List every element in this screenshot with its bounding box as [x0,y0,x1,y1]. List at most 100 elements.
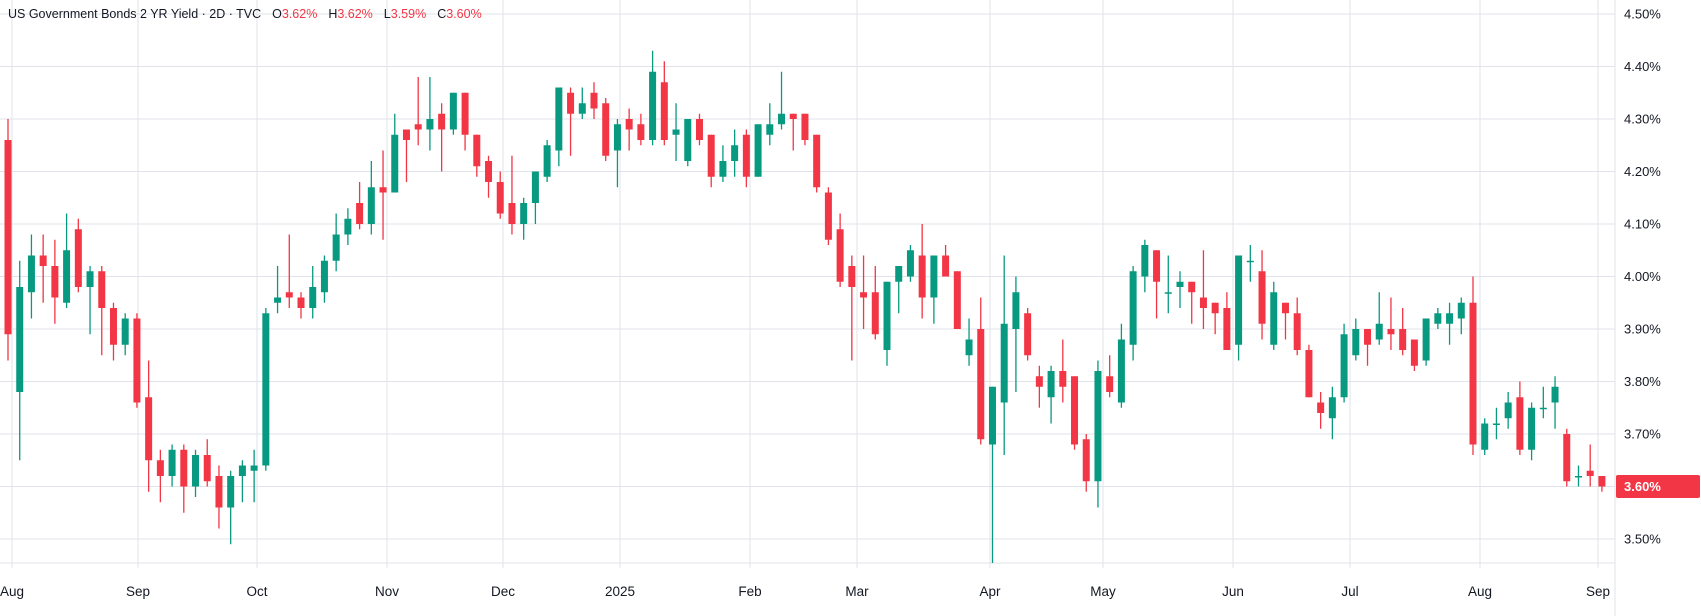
candle-body [1434,313,1442,324]
candle [883,281,891,366]
candle [1176,271,1184,308]
month-label: Nov [375,584,399,599]
candle [942,245,950,277]
candle [1586,444,1594,487]
candle-body [625,119,633,130]
month-label: Feb [738,584,761,599]
candle-body [1293,313,1301,350]
ohlc-high-label: H [328,7,338,21]
candle [86,266,94,335]
candle [145,360,153,492]
candle [1305,344,1313,398]
price-tick-label: 4.20% [1624,164,1661,179]
candle-body [227,476,235,508]
candle-body [1012,292,1020,329]
candle [1235,255,1243,361]
candle-body [953,271,961,329]
candle [813,134,821,193]
candle [1516,381,1524,455]
candle [391,113,399,193]
candle-body [86,271,94,287]
candle [707,134,715,188]
candle-body [51,266,59,298]
candle-body [262,313,270,466]
candle [1528,402,1536,461]
chart-legend: US Government Bonds 2 YR Yield · 2D · TV… [8,5,482,23]
candle [1469,276,1477,455]
ohlc-open-value: 3.62% [281,7,318,21]
candle [918,224,926,319]
candle-body [520,203,528,224]
candle [274,266,282,314]
candle [860,255,868,329]
candle-body [426,119,434,130]
candle-body [1352,329,1360,356]
candle [320,255,328,303]
candle-body [98,271,106,308]
candle [520,197,528,240]
candle [367,161,375,235]
candle-body [461,92,469,135]
candle [438,103,446,172]
candle-body [942,255,950,277]
candle [848,255,856,361]
candle-body [1539,407,1547,410]
candle [192,449,200,497]
candle [531,171,539,224]
candle-series [4,50,1606,563]
price-tick-label: 4.00% [1624,269,1661,284]
candle-body [1270,292,1278,345]
candle [590,82,598,119]
candle [988,386,996,563]
month-label: Jun [1222,584,1244,599]
candle-body [238,465,246,476]
candle [27,234,35,319]
symbol-title[interactable]: US Government Bonds 2 YR Yield · 2D · TV… [8,7,262,21]
price-axis[interactable]: 4.50% 4.40% 4.30% 4.20% 4.10% 4.00% 3.90% 3.80%… [1624,7,1661,547]
candle-body [531,171,539,203]
candle-body [695,119,703,140]
candle [895,266,903,314]
candle [1106,355,1114,398]
candle [613,119,621,188]
candle [156,449,164,503]
candle-body [1399,329,1407,350]
candle [16,260,24,461]
candle [1129,266,1137,361]
candle [238,460,246,503]
candle [637,113,645,146]
candle-body [1528,407,1536,450]
candle [1340,323,1348,403]
candle-body [906,250,914,277]
candle [285,234,293,308]
price-tick-label: 4.40% [1624,59,1661,74]
candle [1211,302,1219,335]
candle-body [977,329,985,440]
candle-body [1035,376,1043,387]
candle-body [320,260,328,293]
candle [1000,255,1008,455]
candle-body [1364,329,1372,345]
time-axis[interactable]: Aug Sep Oct Nov Dec 2025 Feb Mar Apr May Jun Jul Aug… [0,563,1610,599]
candle [1164,255,1172,314]
candle-body [1258,271,1266,324]
candle-body [192,455,200,487]
candle-body [297,297,305,308]
candle [426,77,434,151]
candle-body [16,287,24,392]
candle-body [1176,281,1184,287]
candle-body [344,218,352,235]
candle-body [1141,245,1149,277]
month-label: 2025 [605,584,635,599]
candle-body [1024,313,1032,356]
candle-body [133,318,141,403]
candle [871,266,879,340]
candle [1071,376,1079,450]
candle-body [1457,302,1465,319]
candle-body [988,386,996,445]
candle-body [356,203,364,224]
price-tick-label: 3.80% [1624,374,1661,389]
candle [578,87,586,119]
